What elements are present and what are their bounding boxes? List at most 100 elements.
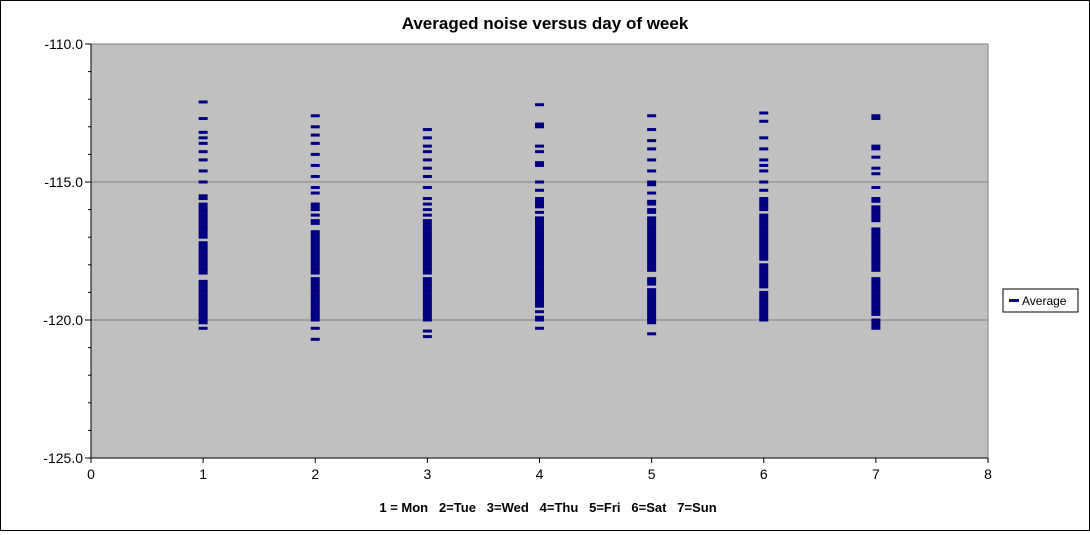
data-point [198, 293, 208, 297]
data-point [759, 208, 769, 212]
data-point [647, 227, 657, 231]
data-point [198, 158, 208, 162]
data-point [535, 290, 544, 294]
data-point [759, 293, 769, 297]
data-point [422, 282, 432, 286]
data-point [759, 266, 769, 270]
data-point [310, 277, 320, 281]
x-tick-label: 7 [872, 466, 880, 482]
data-point [198, 310, 208, 314]
data-point [198, 117, 208, 121]
data-point [310, 296, 320, 300]
data-point [647, 243, 657, 247]
data-point [535, 304, 544, 308]
data-point [759, 243, 769, 247]
data-point [422, 310, 432, 314]
data-point [647, 224, 657, 228]
data-point [871, 232, 881, 236]
data-point [759, 224, 769, 228]
data-point [647, 238, 657, 242]
data-point [759, 188, 769, 192]
data-point [647, 279, 657, 283]
data-point [422, 144, 432, 148]
data-point [198, 232, 208, 236]
data-point [759, 227, 769, 231]
data-point [647, 180, 657, 184]
data-point [198, 312, 208, 316]
data-point [422, 301, 432, 305]
data-point [535, 122, 544, 126]
data-point [759, 274, 769, 278]
data-point [310, 208, 320, 212]
data-point [759, 163, 769, 167]
data-point [759, 216, 769, 220]
data-point [198, 271, 208, 275]
data-point [759, 232, 769, 236]
data-point [647, 139, 657, 143]
data-point [422, 312, 432, 316]
data-point [310, 133, 320, 137]
data-point [535, 318, 544, 322]
data-point [871, 260, 881, 264]
data-point [871, 155, 881, 159]
x-tick-label: 2 [311, 466, 319, 482]
data-point [310, 326, 320, 330]
data-point [535, 277, 544, 281]
data-point [871, 268, 881, 272]
data-point [759, 147, 769, 151]
data-point [198, 141, 208, 145]
y-axis-ticks: -110.0 -115.0 -120.0 -125.0 [43, 36, 91, 466]
data-point [647, 158, 657, 162]
data-point [198, 243, 208, 247]
data-point [310, 213, 320, 217]
data-point [198, 221, 208, 225]
data-point [647, 260, 657, 264]
data-point [310, 205, 320, 209]
data-point [535, 238, 544, 242]
data-point [759, 307, 769, 311]
data-point [759, 290, 769, 294]
data-point [310, 337, 320, 341]
data-point [198, 227, 208, 231]
data-point [647, 315, 657, 319]
data-point [422, 296, 432, 300]
data-point [422, 136, 432, 140]
data-point [198, 263, 208, 267]
data-point [871, 299, 881, 303]
data-point [759, 301, 769, 305]
data-point [422, 241, 432, 245]
data-point [871, 216, 881, 220]
data-point [647, 299, 657, 303]
data-point [759, 263, 769, 267]
data-point [759, 241, 769, 245]
data-point [422, 186, 432, 190]
data-point [759, 197, 769, 201]
data-point [310, 255, 320, 259]
data-point [198, 210, 208, 214]
x-tick-label: 5 [648, 466, 656, 482]
data-point [647, 246, 657, 250]
data-point [647, 183, 657, 187]
data-point [198, 230, 208, 234]
data-point [871, 227, 881, 231]
data-point [759, 221, 769, 225]
data-point [759, 180, 769, 184]
data-point [422, 202, 432, 206]
data-point [535, 197, 544, 201]
data-point [535, 268, 544, 272]
data-point [535, 163, 544, 167]
data-point [310, 288, 320, 292]
data-point [198, 299, 208, 303]
data-point [871, 318, 881, 322]
data-point [759, 213, 769, 217]
data-point [535, 301, 544, 305]
data-point [198, 326, 208, 330]
data-point [535, 246, 544, 250]
data-point [310, 285, 320, 289]
data-point [535, 161, 544, 165]
data-point [759, 119, 769, 123]
data-point [198, 318, 208, 322]
chart-title: Averaged noise versus day of week [402, 14, 689, 33]
data-point [647, 257, 657, 261]
data-point [198, 301, 208, 305]
